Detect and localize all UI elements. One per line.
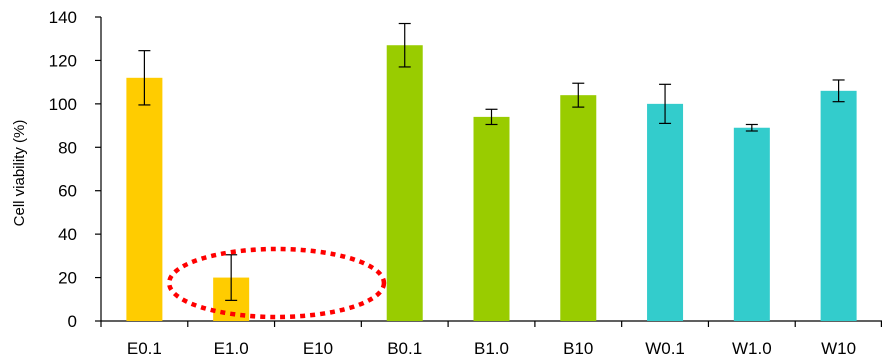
y-tick-label: 40 xyxy=(58,225,77,244)
error-bars xyxy=(138,22,845,301)
x-tick-label: W10 xyxy=(821,339,856,358)
bar-b0-1 xyxy=(386,45,423,321)
highlight-ellipse xyxy=(166,246,387,320)
x-tick-label: E0.1 xyxy=(127,339,162,358)
x-tick-label: B1.0 xyxy=(474,339,509,358)
annotations xyxy=(166,246,387,320)
y-tick-label: 60 xyxy=(58,182,77,201)
x-tick-label: B10 xyxy=(563,339,593,358)
y-axis-title: Cell viability (%) xyxy=(11,120,28,227)
bar-w1-0 xyxy=(733,127,770,321)
bar-b1-0 xyxy=(473,116,510,321)
y-tick-label: 80 xyxy=(58,138,77,157)
bar-b10 xyxy=(560,95,597,322)
bar-w0-1 xyxy=(647,103,684,321)
y-axis: 0 20 40 60 80 100 120 140 xyxy=(49,8,102,331)
y-tick-label: 0 xyxy=(68,312,77,331)
y-tick-label: 140 xyxy=(49,8,77,27)
bar-w10 xyxy=(820,90,857,321)
x-tick-label: W1.0 xyxy=(732,339,772,358)
x-tick-label: W0.1 xyxy=(645,339,685,358)
x-tick-label: E1.0 xyxy=(214,339,249,358)
y-tick-label: 120 xyxy=(49,51,77,70)
bars xyxy=(126,45,857,322)
y-tick-label: 20 xyxy=(58,269,77,288)
x-tick-label: E10 xyxy=(303,339,333,358)
bar-e0-1 xyxy=(126,77,163,321)
x-tick-label: B0.1 xyxy=(387,339,422,358)
y-tick-label: 100 xyxy=(49,95,77,114)
x-axis: E0.1 E1.0 E10 B0.1 B1.0 B10 W0.1 W1.0 W10 xyxy=(100,320,882,358)
